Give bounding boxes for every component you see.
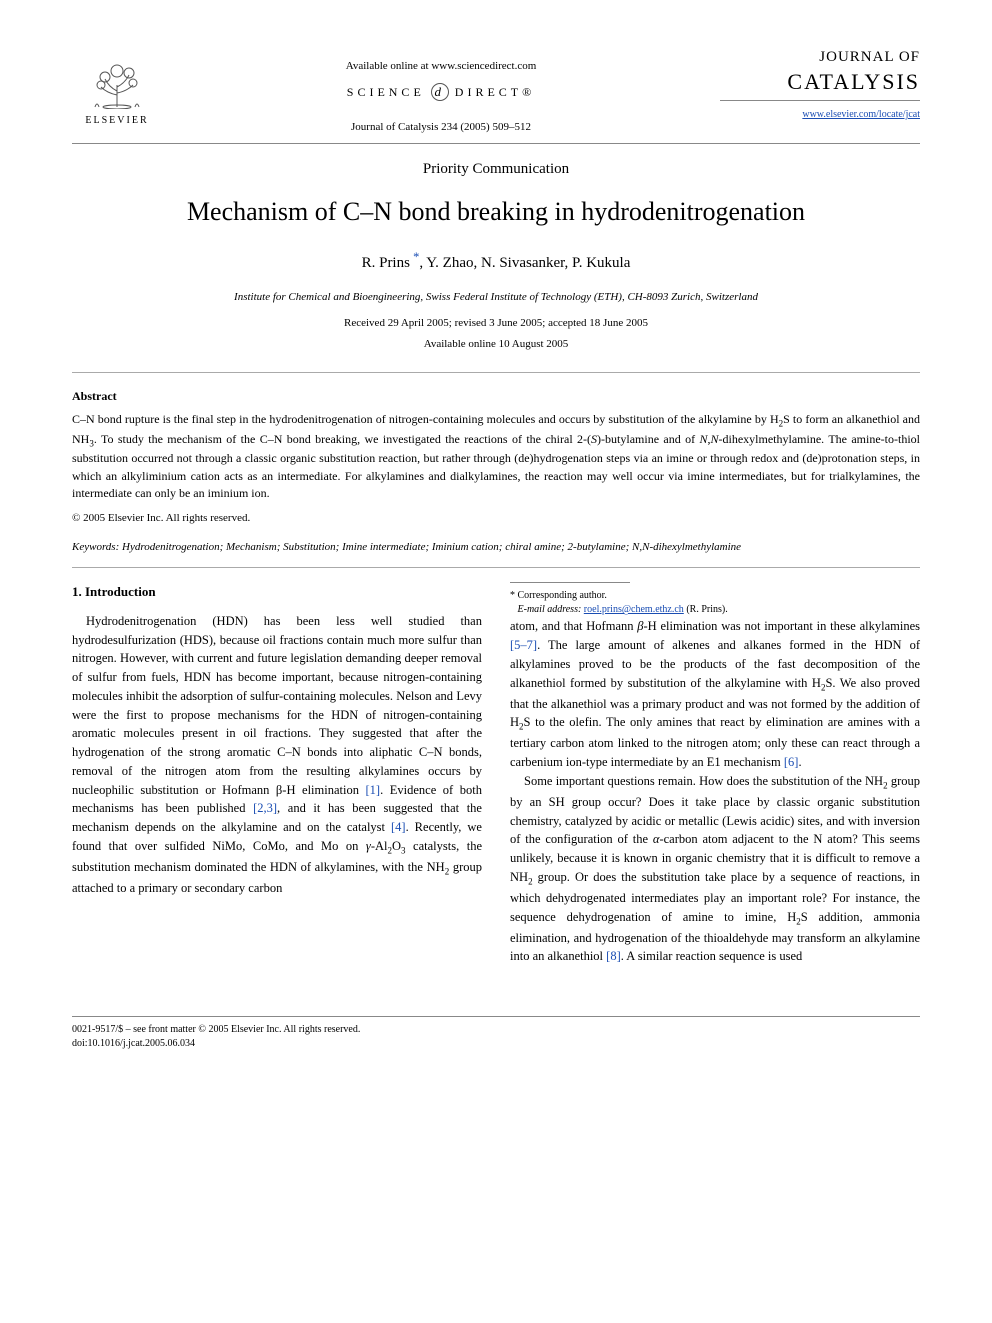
sd-d-icon: d: [431, 83, 449, 101]
author-email-link[interactable]: roel.prins@chem.ethz.ch: [584, 604, 684, 615]
journal-title-line1: JOURNAL OF: [720, 48, 920, 68]
journal-link[interactable]: www.elsevier.com/locate/jcat: [720, 107, 920, 122]
elsevier-tree-icon: [87, 57, 147, 109]
citation-5-7[interactable]: [5–7]: [510, 638, 537, 652]
article-dates: Received 29 April 2005; revised 3 June 2…: [72, 315, 920, 332]
sd-right: DIRECT®: [455, 83, 535, 101]
article-authors: R. Prins *, Y. Zhao, N. Sivasanker, P. K…: [72, 248, 920, 275]
section-1-heading: 1. Introduction: [72, 582, 482, 602]
citation-6[interactable]: [6]: [784, 755, 799, 769]
body-columns: 1. Introduction Hydrodenitrogenation (HD…: [72, 582, 920, 1002]
header-center: Available online at www.sciencedirect.co…: [162, 48, 720, 135]
article-type: Priority Communication: [72, 158, 920, 181]
affiliation: Institute for Chemical and Bioengineerin…: [72, 289, 920, 306]
available-online-text: Available online at www.sciencedirect.co…: [162, 58, 720, 75]
abstract-top-divider: [72, 372, 920, 373]
citation-1[interactable]: [1]: [366, 783, 381, 797]
citation-8[interactable]: [8]: [606, 949, 621, 963]
keywords-list: Hydrodenitrogenation; Mechanism; Substit…: [122, 541, 741, 553]
publisher-logo: ELSEVIER: [72, 48, 162, 128]
citation-2-3[interactable]: [2,3]: [253, 801, 277, 815]
journal-reference: Journal of Catalysis 234 (2005) 509–512: [162, 119, 720, 136]
abstract-copyright: © 2005 Elsevier Inc. All rights reserved…: [72, 510, 920, 527]
science-direct-logo: SCIENCE d DIRECT®: [162, 83, 720, 101]
journal-title-line2: CATALYSIS: [720, 68, 920, 97]
corresponding-author-footnote: * Corresponding author. E-mail address: …: [510, 589, 920, 617]
journal-title-box: JOURNAL OF CATALYSIS www.elsevier.com/lo…: [720, 48, 920, 122]
footer-line1: 0021-9517/$ – see front matter © 2005 El…: [72, 1024, 360, 1035]
keywords-line: Keywords: Hydrodenitrogenation; Mechanis…: [72, 539, 920, 556]
footer-divider: [72, 1016, 920, 1017]
article-title: Mechanism of C–N bond breaking in hydrod…: [72, 195, 920, 229]
footer-doi: doi:10.1016/j.jcat.2005.06.034: [72, 1038, 195, 1049]
page-header: ELSEVIER Available online at www.science…: [72, 48, 920, 135]
header-divider: [72, 143, 920, 144]
abstract-body: C–N bond rupture is the final step in th…: [72, 411, 920, 502]
sd-left: SCIENCE: [347, 83, 425, 101]
citation-4[interactable]: [4]: [391, 820, 406, 834]
intro-para-2: Some important questions remain. How doe…: [510, 772, 920, 966]
footnote-separator: [510, 582, 630, 583]
corresponding-mark: *: [410, 250, 419, 264]
online-date: Available online 10 August 2005: [72, 336, 920, 353]
page-footer: 0021-9517/$ – see front matter © 2005 El…: [72, 1023, 920, 1051]
abstract-bottom-divider: [72, 567, 920, 568]
keywords-label: Keywords:: [72, 541, 119, 553]
abstract-heading: Abstract: [72, 387, 920, 405]
publisher-name: ELSEVIER: [85, 113, 148, 128]
